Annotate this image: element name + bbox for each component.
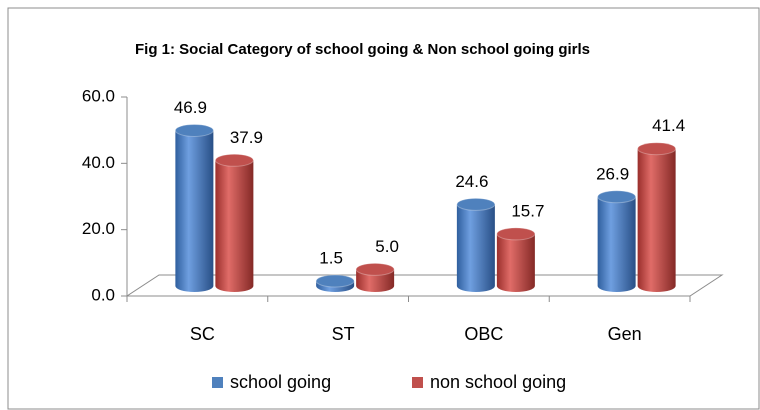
bar-body — [356, 269, 395, 292]
bar — [597, 190, 637, 292]
bar — [174, 123, 214, 292]
y-tick-label: 60.0 — [82, 86, 115, 105]
bar — [315, 274, 355, 292]
floor — [125, 274, 724, 297]
x-tick-label: SC — [190, 324, 215, 344]
bar-body — [496, 233, 535, 292]
bar — [496, 227, 536, 292]
value-label: 46.9 — [174, 98, 207, 117]
bar-top — [456, 197, 496, 211]
bar-top — [174, 123, 214, 137]
bar-body — [175, 130, 214, 292]
legend-swatch — [212, 377, 223, 388]
legend-label: school going — [230, 372, 331, 392]
bar-top — [496, 227, 536, 241]
legend-swatch — [412, 377, 423, 388]
value-label: 41.4 — [652, 116, 685, 135]
value-label: 26.9 — [596, 164, 629, 183]
chart-title: Fig 1: Social Category of school going &… — [135, 41, 590, 58]
bar — [637, 142, 677, 292]
value-label: 37.9 — [230, 128, 263, 147]
bar-top — [315, 274, 355, 288]
y-tick-label: 0.0 — [91, 285, 115, 304]
bar-body — [597, 196, 636, 292]
value-label: 24.6 — [455, 172, 488, 191]
x-tick-label: Gen — [608, 324, 642, 344]
bar-top — [637, 142, 677, 156]
x-tick-label: ST — [332, 324, 355, 344]
y-tick-label: 40.0 — [82, 153, 115, 172]
bar — [355, 262, 395, 292]
legend-label: non school going — [430, 372, 566, 392]
bar-top — [597, 190, 637, 204]
bar-top — [355, 262, 395, 276]
value-label: 5.0 — [375, 237, 399, 256]
chart-border — [7, 7, 760, 410]
y-tick-label: 20.0 — [82, 219, 115, 238]
value-label: 15.7 — [511, 201, 544, 220]
bar — [456, 197, 496, 292]
bar-body — [456, 204, 495, 292]
x-tick-label: OBC — [464, 324, 503, 344]
bar-body — [637, 148, 676, 292]
bar-top — [214, 153, 254, 167]
bar — [214, 153, 254, 292]
value-label: 1.5 — [319, 249, 343, 268]
bar-body — [215, 160, 254, 292]
